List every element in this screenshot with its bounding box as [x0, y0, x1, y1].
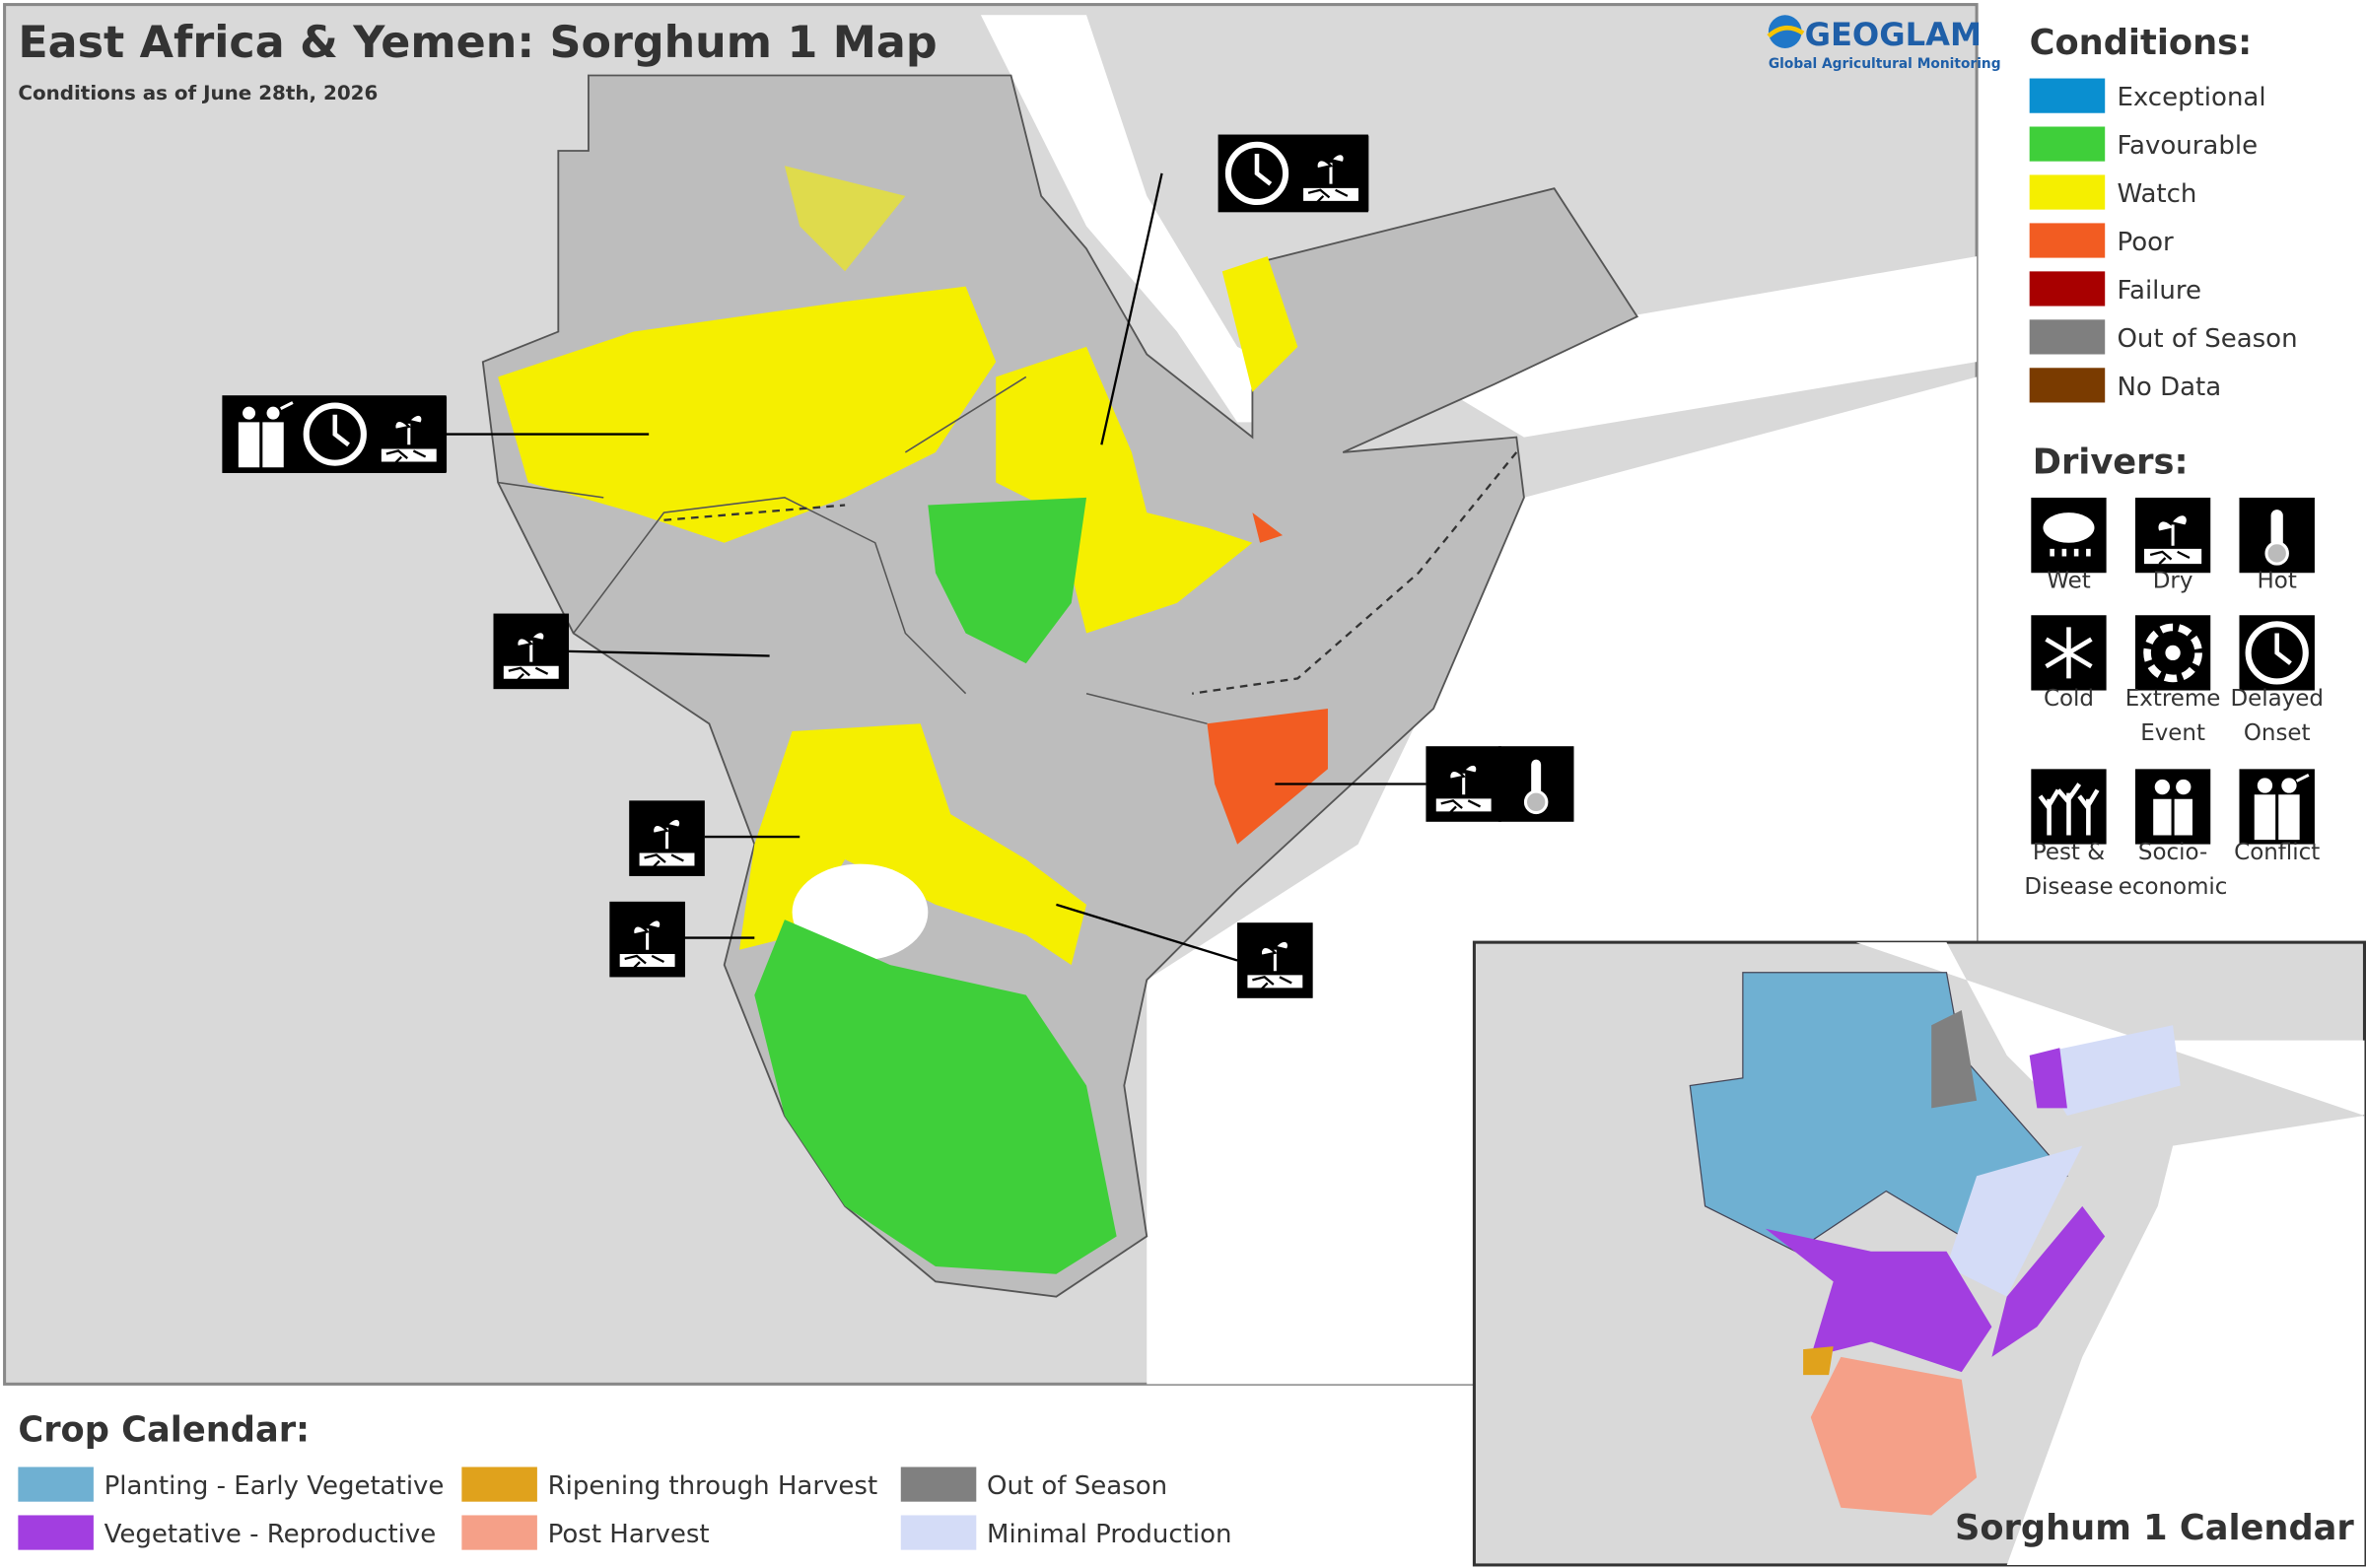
driver-label: Extreme — [2125, 686, 2221, 712]
condition-swatch — [2029, 223, 2106, 258]
calendar-label: Post Harvest — [548, 1520, 710, 1549]
driver-label: Hot — [2258, 569, 2297, 594]
driver-icon — [2134, 497, 2211, 574]
driver-icon — [2239, 497, 2315, 574]
logo: GEOGLAM Global Agricultural Monitoring — [1767, 15, 2001, 72]
calendar-swatch — [900, 1515, 977, 1550]
driver-label: Pest & — [2033, 840, 2105, 865]
calendar-swatch — [900, 1466, 977, 1502]
condition-swatch — [2029, 368, 2106, 403]
inset-map: Sorghum 1 Calendar — [1472, 940, 2366, 1567]
map-subtitle: Conditions as of June 28th, 2026 — [18, 82, 378, 104]
condition-label: Out of Season — [2117, 324, 2297, 354]
condition-label: Watch — [2117, 179, 2196, 209]
logo-tagline: Global Agricultural Monitoring — [1769, 56, 2001, 72]
condition-label: Failure — [2117, 276, 2201, 306]
driver-icon — [2239, 615, 2315, 690]
logo-name: GEOGLAM — [1805, 16, 1982, 53]
calendar-label: Vegetative - Reproductive — [104, 1520, 437, 1549]
driver-icon — [2031, 498, 2107, 573]
crop-calendar-title: Crop Calendar: — [18, 1410, 310, 1451]
calendar-swatch — [18, 1466, 94, 1502]
driver-label: Wet — [2047, 569, 2090, 594]
driver-label: Socio- — [2138, 840, 2207, 865]
drivers-title: Drivers: — [2033, 442, 2189, 482]
map-title: East Africa & Yemen: Sorghum 1 Map — [18, 18, 937, 68]
condition-swatch — [2029, 271, 2106, 307]
calendar-label: Minimal Production — [987, 1520, 1232, 1549]
condition-swatch — [2029, 126, 2106, 162]
main-map — [3, 3, 1979, 1386]
condition-label: Poor — [2117, 228, 2174, 257]
condition-swatch — [2029, 174, 2106, 210]
legends: Exceptional Favourable Watch Poor Failure Out… — [18, 78, 2324, 1550]
driver-callouts — [222, 134, 1574, 998]
inset-title: Sorghum 1 Calendar — [1955, 1508, 2354, 1548]
driver-label: Onset — [2244, 720, 2311, 746]
driver-label: Delayed — [2230, 686, 2323, 712]
driver-label: Event — [2140, 720, 2205, 746]
conditions-title: Conditions: — [2030, 23, 2252, 63]
driver-label: Disease — [2024, 874, 2113, 900]
driver-label: Dry — [2153, 569, 2193, 594]
condition-label: Favourable — [2117, 131, 2258, 161]
calendar-label: Ripening through Harvest — [548, 1471, 878, 1501]
condition-label: No Data — [2117, 373, 2221, 402]
calendar-swatch — [461, 1466, 537, 1502]
driver-label: Cold — [2044, 686, 2094, 712]
calendar-swatch — [18, 1515, 94, 1550]
calendar-label: Planting - Early Vegetative — [104, 1471, 445, 1501]
driver-icon — [2135, 615, 2211, 690]
driver-label: economic — [2119, 874, 2228, 900]
condition-swatch — [2029, 319, 2106, 355]
driver-icon — [2134, 769, 2211, 845]
driver-icon — [2031, 769, 2107, 844]
driver-icon — [2239, 769, 2315, 845]
condition-label: Exceptional — [2117, 83, 2265, 112]
driver-icon — [2031, 615, 2107, 690]
driver-label: Conflict — [2234, 840, 2320, 865]
calendar-label: Out of Season — [987, 1471, 1167, 1501]
condition-swatch — [2029, 78, 2106, 113]
calendar-swatch — [461, 1515, 537, 1550]
